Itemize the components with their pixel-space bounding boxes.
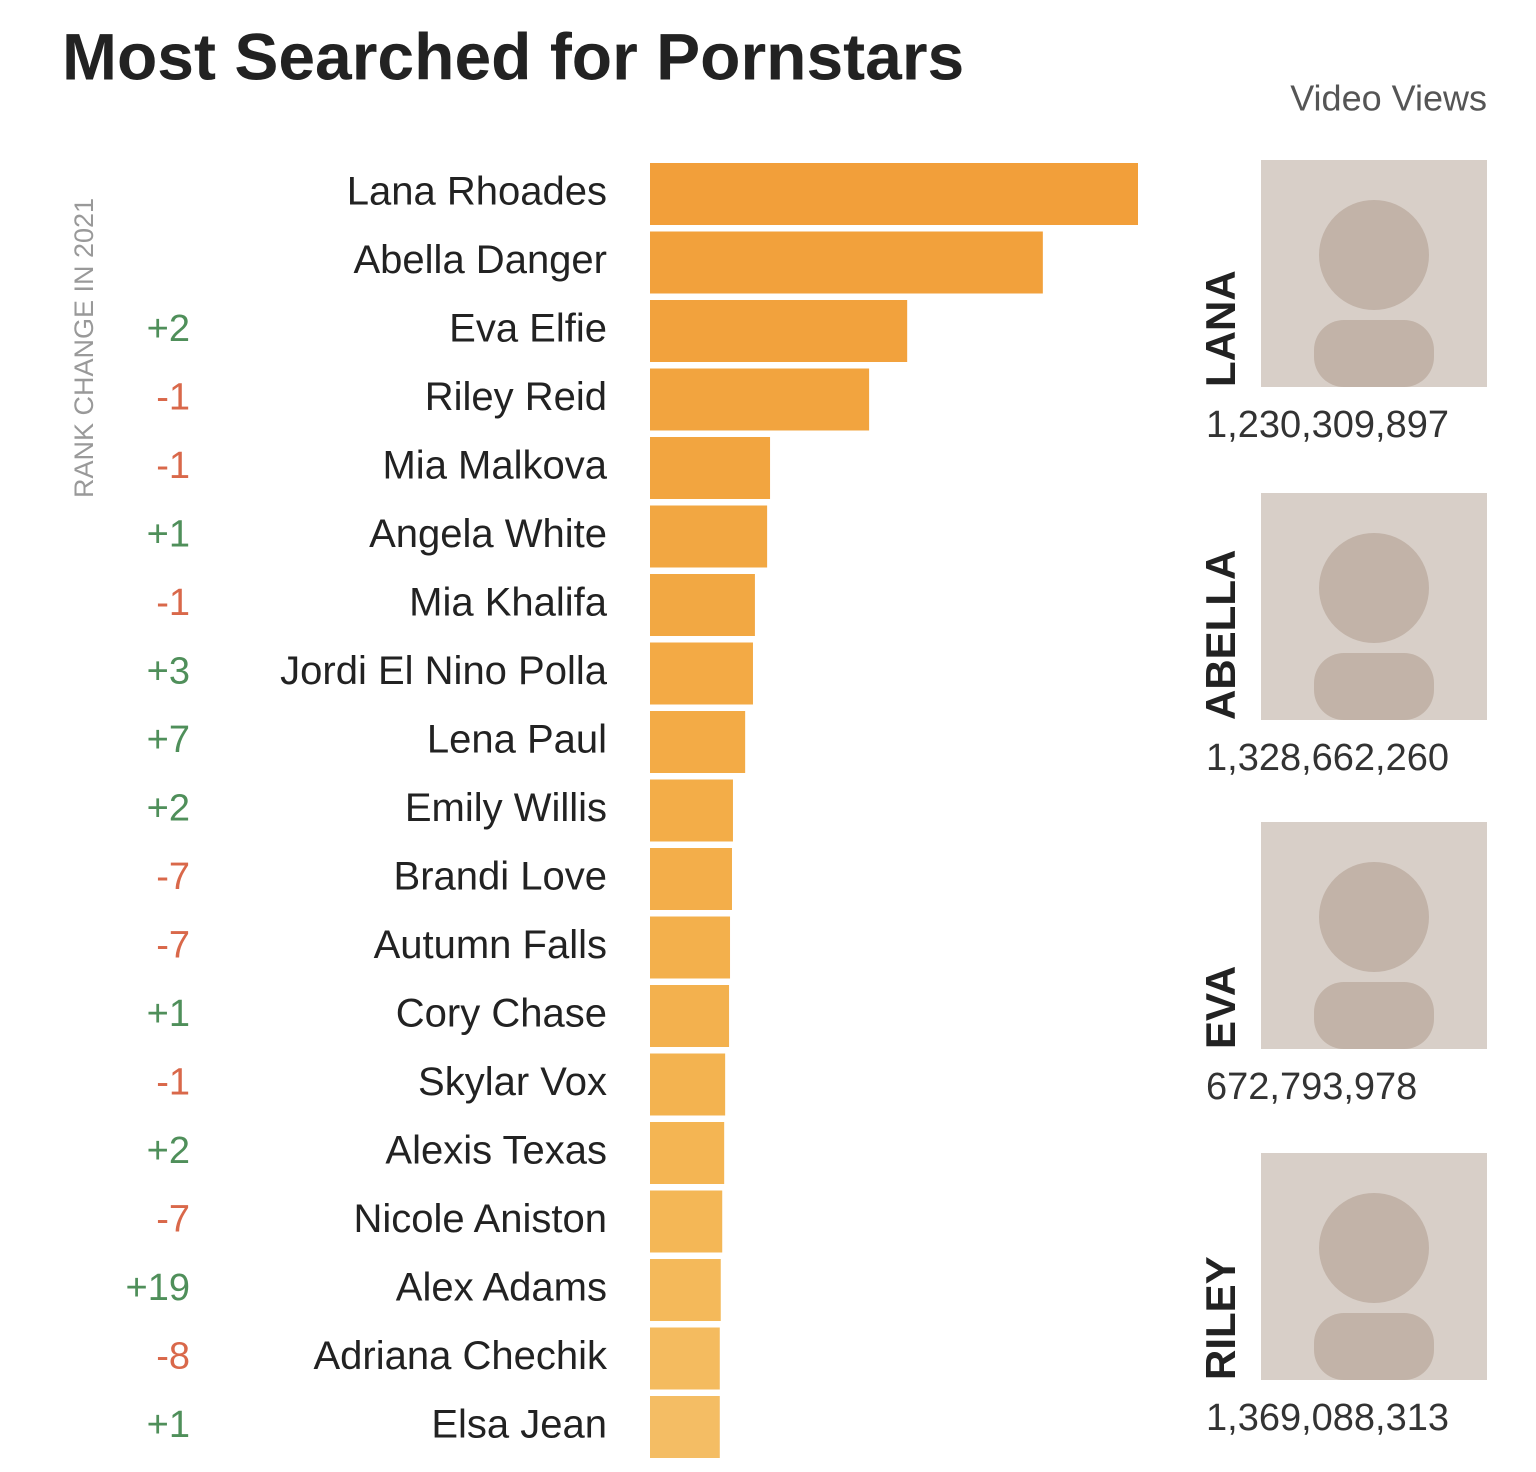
highlight-name: RILEY — [1197, 1256, 1244, 1380]
photo-silhouette — [1314, 653, 1434, 720]
bar — [650, 231, 1043, 294]
bar — [650, 1190, 723, 1253]
category-label: Brandi Love — [394, 855, 607, 899]
rank-change: +2 — [147, 1130, 190, 1172]
category-label: Alex Adams — [396, 1266, 607, 1310]
bar — [650, 1259, 721, 1321]
bar — [650, 368, 870, 431]
category-label: Mia Khalifa — [409, 581, 608, 625]
bar — [650, 574, 755, 636]
bar — [650, 642, 753, 705]
bar — [650, 437, 771, 499]
bar — [650, 985, 730, 1047]
rank-change: +3 — [147, 651, 190, 693]
bar — [650, 1053, 726, 1116]
bar — [650, 711, 746, 773]
highlight-views: 1,230,309,897 — [1206, 404, 1449, 446]
category-label: Lena Paul — [427, 718, 607, 762]
category-label: Riley Reid — [425, 375, 607, 419]
rank-change: +1 — [147, 514, 190, 556]
category-label: Adriana Chechik — [314, 1334, 608, 1378]
highlight-views: 1,369,088,313 — [1206, 1397, 1449, 1439]
category-label: Eva Elfie — [449, 307, 607, 351]
category-label: Abella Danger — [354, 238, 608, 282]
rank-change: +7 — [147, 719, 190, 761]
bar — [650, 779, 733, 842]
highlight-name: EVA — [1197, 966, 1244, 1049]
category-label: Emily Willis — [405, 786, 607, 830]
rank-change: +1 — [147, 993, 190, 1035]
category-label: Alexis Texas — [385, 1129, 607, 1173]
rank-change: -1 — [156, 582, 190, 624]
highlight-views: 1,328,662,260 — [1206, 737, 1449, 779]
bar — [650, 848, 732, 910]
rank-change: +2 — [147, 308, 190, 350]
bar — [650, 1122, 725, 1184]
photo-silhouette — [1314, 1313, 1434, 1380]
rank-change: -7 — [156, 856, 190, 898]
bar — [650, 916, 731, 979]
rank-change-label: RANK CHANGE IN 2021 — [69, 198, 99, 498]
category-label: Jordi El Nino Polla — [280, 649, 608, 693]
category-label: Skylar Vox — [418, 1060, 607, 1104]
category-label: Elsa Jean — [431, 1403, 607, 1447]
bar — [650, 163, 1138, 225]
bar — [650, 505, 768, 568]
rank-change: +19 — [126, 1267, 190, 1309]
highlight-header: Video Views — [1290, 78, 1487, 119]
chart-title: Most Searched for Pornstars — [62, 19, 964, 93]
rank-change: -7 — [156, 925, 190, 967]
rank-change: -1 — [156, 377, 190, 419]
photo-silhouette — [1314, 982, 1434, 1049]
photo-silhouette — [1319, 862, 1429, 972]
rank-change: +2 — [147, 788, 190, 830]
rank-change: -1 — [156, 445, 190, 487]
rank-change: -1 — [156, 1062, 190, 1104]
photo-silhouette — [1319, 533, 1429, 643]
bar — [650, 1327, 720, 1390]
highlight-name: LANA — [1197, 270, 1244, 387]
highlight-views: 672,793,978 — [1206, 1066, 1417, 1108]
category-label: Lana Rhoades — [347, 170, 607, 214]
bar — [650, 1396, 720, 1458]
category-label: Cory Chase — [396, 992, 607, 1036]
photo-silhouette — [1314, 320, 1434, 387]
bar — [650, 300, 908, 362]
photo-silhouette — [1319, 1193, 1429, 1303]
rank-change: -7 — [156, 1199, 190, 1241]
category-label: Nicole Aniston — [354, 1197, 607, 1241]
rank-change: -8 — [156, 1336, 190, 1378]
category-label: Angela White — [369, 512, 607, 556]
category-label: Autumn Falls — [374, 923, 607, 967]
photo-silhouette — [1319, 200, 1429, 310]
highlight-name: ABELLA — [1197, 550, 1244, 720]
rank-change: +1 — [147, 1404, 190, 1446]
category-label: Mia Malkova — [382, 444, 607, 488]
